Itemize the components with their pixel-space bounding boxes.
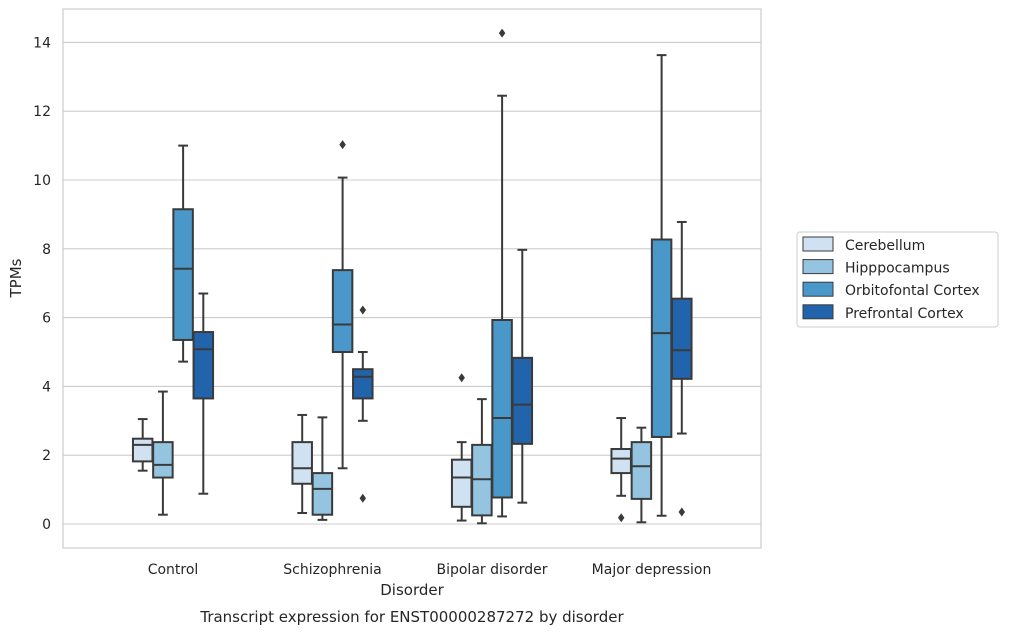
y-tick-label: 4 bbox=[42, 379, 51, 395]
y-tick-label: 8 bbox=[42, 242, 51, 258]
box-body bbox=[352, 368, 374, 400]
box-2-3 bbox=[650, 54, 673, 517]
legend-label: Prefrontal Cortex bbox=[845, 306, 964, 322]
legend-items: Cerebellum Hipppocampus Orbitofontal Corte… bbox=[802, 236, 980, 322]
box-body bbox=[610, 448, 632, 475]
box-body bbox=[291, 441, 313, 485]
box-0-0 bbox=[131, 418, 154, 472]
box-body bbox=[491, 319, 513, 499]
box-3-1 bbox=[352, 305, 374, 503]
x-axis-label: Disorder bbox=[380, 581, 444, 599]
box-body bbox=[131, 437, 154, 463]
outlier-point bbox=[339, 140, 346, 150]
box-body bbox=[192, 331, 215, 400]
y-tick-label: 14 bbox=[33, 35, 51, 51]
outlier-point bbox=[678, 507, 686, 517]
box-0-1 bbox=[291, 413, 313, 514]
x-axis-ticks: Control Schizophrenia Bipolar disorder Majo… bbox=[148, 562, 712, 578]
legend-label: Orbitofontal Cortex bbox=[845, 283, 980, 299]
box-body bbox=[172, 208, 194, 341]
legend-swatch bbox=[802, 281, 834, 297]
legend-swatch bbox=[802, 259, 834, 275]
chart-caption: Transcript expression for ENST0000028727… bbox=[199, 608, 624, 626]
y-tick-label: 6 bbox=[42, 311, 51, 327]
box-body bbox=[331, 269, 354, 353]
y-axis-ticks: 0 2 4 6 8 10 12 14 bbox=[33, 35, 51, 533]
box-2-1 bbox=[331, 140, 354, 470]
legend-frame bbox=[796, 231, 999, 328]
plot-area-frame bbox=[62, 8, 762, 549]
legend-swatch bbox=[802, 304, 834, 320]
box-1-3 bbox=[630, 426, 653, 524]
outlier-point bbox=[617, 513, 625, 523]
box-0-2 bbox=[450, 373, 473, 522]
x-tick-label: Schizophrenia bbox=[283, 562, 381, 578]
legend-swatch bbox=[802, 236, 834, 252]
box-2-0 bbox=[172, 144, 194, 363]
legend: Cerebellum Hipppocampus Orbitofontal Corte… bbox=[796, 231, 999, 328]
box-body bbox=[671, 297, 693, 380]
box-3-2 bbox=[511, 248, 534, 504]
box-1-1 bbox=[311, 416, 334, 521]
box-1-0 bbox=[152, 390, 174, 516]
x-tick-label: Major depression bbox=[592, 562, 712, 578]
y-tick-label: 2 bbox=[42, 448, 51, 464]
box-2-2 bbox=[491, 28, 513, 518]
box-3-0 bbox=[192, 292, 215, 495]
box-body bbox=[630, 441, 653, 500]
box-body bbox=[450, 458, 473, 508]
outlier-point bbox=[359, 305, 367, 315]
x-tick-label: Control bbox=[148, 562, 199, 578]
box-body bbox=[650, 238, 673, 438]
x-tick-label: Bipolar disorder bbox=[436, 562, 547, 578]
outlier-point bbox=[498, 28, 506, 38]
y-tick-label: 0 bbox=[42, 517, 51, 533]
box-3-3 bbox=[671, 220, 693, 517]
outlier-point bbox=[359, 493, 367, 503]
legend-label: Hipppocampus bbox=[845, 261, 950, 277]
boxes bbox=[131, 28, 693, 525]
y-axis-label: TPMs bbox=[7, 258, 25, 298]
box-body bbox=[311, 472, 334, 516]
outlier-point bbox=[458, 373, 465, 383]
legend-label: Cerebellum bbox=[845, 238, 925, 254]
box-1-2 bbox=[471, 398, 493, 525]
box-0-3 bbox=[610, 417, 632, 523]
box-body bbox=[511, 356, 534, 445]
y-tick-label: 10 bbox=[33, 173, 51, 189]
box-body bbox=[152, 441, 174, 479]
y-tick-label: 12 bbox=[33, 104, 51, 120]
